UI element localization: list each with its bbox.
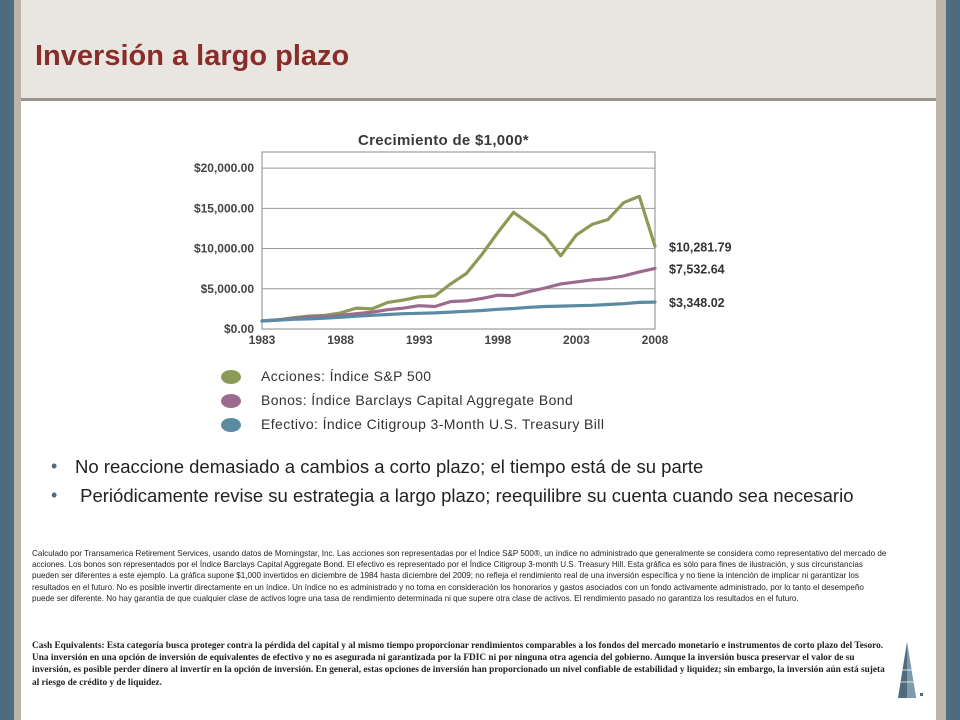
x-tick-label: 2003 [563, 333, 590, 347]
legend-swatch-stocks [221, 370, 241, 384]
x-tick-label: 1993 [406, 333, 433, 347]
series-line-cash [260, 300, 657, 323]
x-tick-label: 1983 [249, 333, 276, 347]
x-tick-label: 2008 [642, 333, 669, 347]
bullet-item: • No reaccione demasiado a cambios a cor… [51, 455, 911, 478]
bullet-list: • No reaccione demasiado a cambios a cor… [51, 455, 911, 513]
slide-frame-right [946, 0, 960, 720]
slide: Inversión a largo plazo Crecimiento de $… [21, 0, 936, 720]
plot-area [261, 151, 656, 330]
x-tick-label: 1988 [327, 333, 354, 347]
end-value-label-cash: $3,348.02 [669, 296, 725, 310]
cash-equivalents-note: Cash Equivalents: Esta categoría busca p… [32, 641, 885, 688]
end-value-label-stocks: $10,281.79 [669, 240, 732, 254]
legend-label-stocks: Acciones: Índice S&P 500 [261, 368, 432, 384]
series-line-bonds [260, 266, 657, 323]
slide-frame-right-inner [936, 0, 946, 720]
bullet-dot-icon: • [51, 485, 58, 505]
y-tick-label: $15,000.00 [194, 201, 254, 215]
end-value-label-bonds: $7,532.64 [669, 262, 725, 276]
slide-title: Inversión a largo plazo [35, 40, 350, 72]
header-divider [21, 98, 936, 101]
legend-swatch-bonds [221, 394, 241, 408]
x-tick-label: 1998 [484, 333, 511, 347]
bullet-item: • Periódicamente revise su estrategia a … [51, 484, 911, 507]
bullet-text: Periódicamente revise su estrategia a la… [75, 485, 854, 506]
y-tick-label: $20,000.00 [194, 161, 254, 175]
legend-label-cash: Efectivo: Índice Citigroup 3-Month U.S. … [261, 416, 605, 432]
bullet-dot-icon: • [51, 456, 58, 476]
y-tick-label: $10,000.00 [194, 242, 254, 256]
pyramid-logo-icon [898, 642, 923, 698]
y-tick-label: $5,000.00 [201, 282, 255, 296]
slide-frame-left [0, 0, 14, 720]
legend-swatch-cash [221, 418, 241, 432]
growth-chart: $0.00 $5,000.00 $10,000.00 $15,000.00 $20,00… [194, 151, 732, 347]
bullet-text: No reaccione demasiado a cambios a corto… [75, 456, 704, 477]
disclaimer-text: Calculado por Transamerica Retirement Se… [32, 549, 887, 603]
slide-header: Inversión a largo plazo [21, 0, 936, 98]
chart-title: Crecimiento de $1,000* [358, 132, 529, 149]
legend-label-bonds: Bonos: Índice Barclays Capital Aggregate… [261, 392, 574, 408]
slide-frame-left-inner [14, 0, 21, 720]
y-tick-label: $0.00 [224, 322, 254, 336]
